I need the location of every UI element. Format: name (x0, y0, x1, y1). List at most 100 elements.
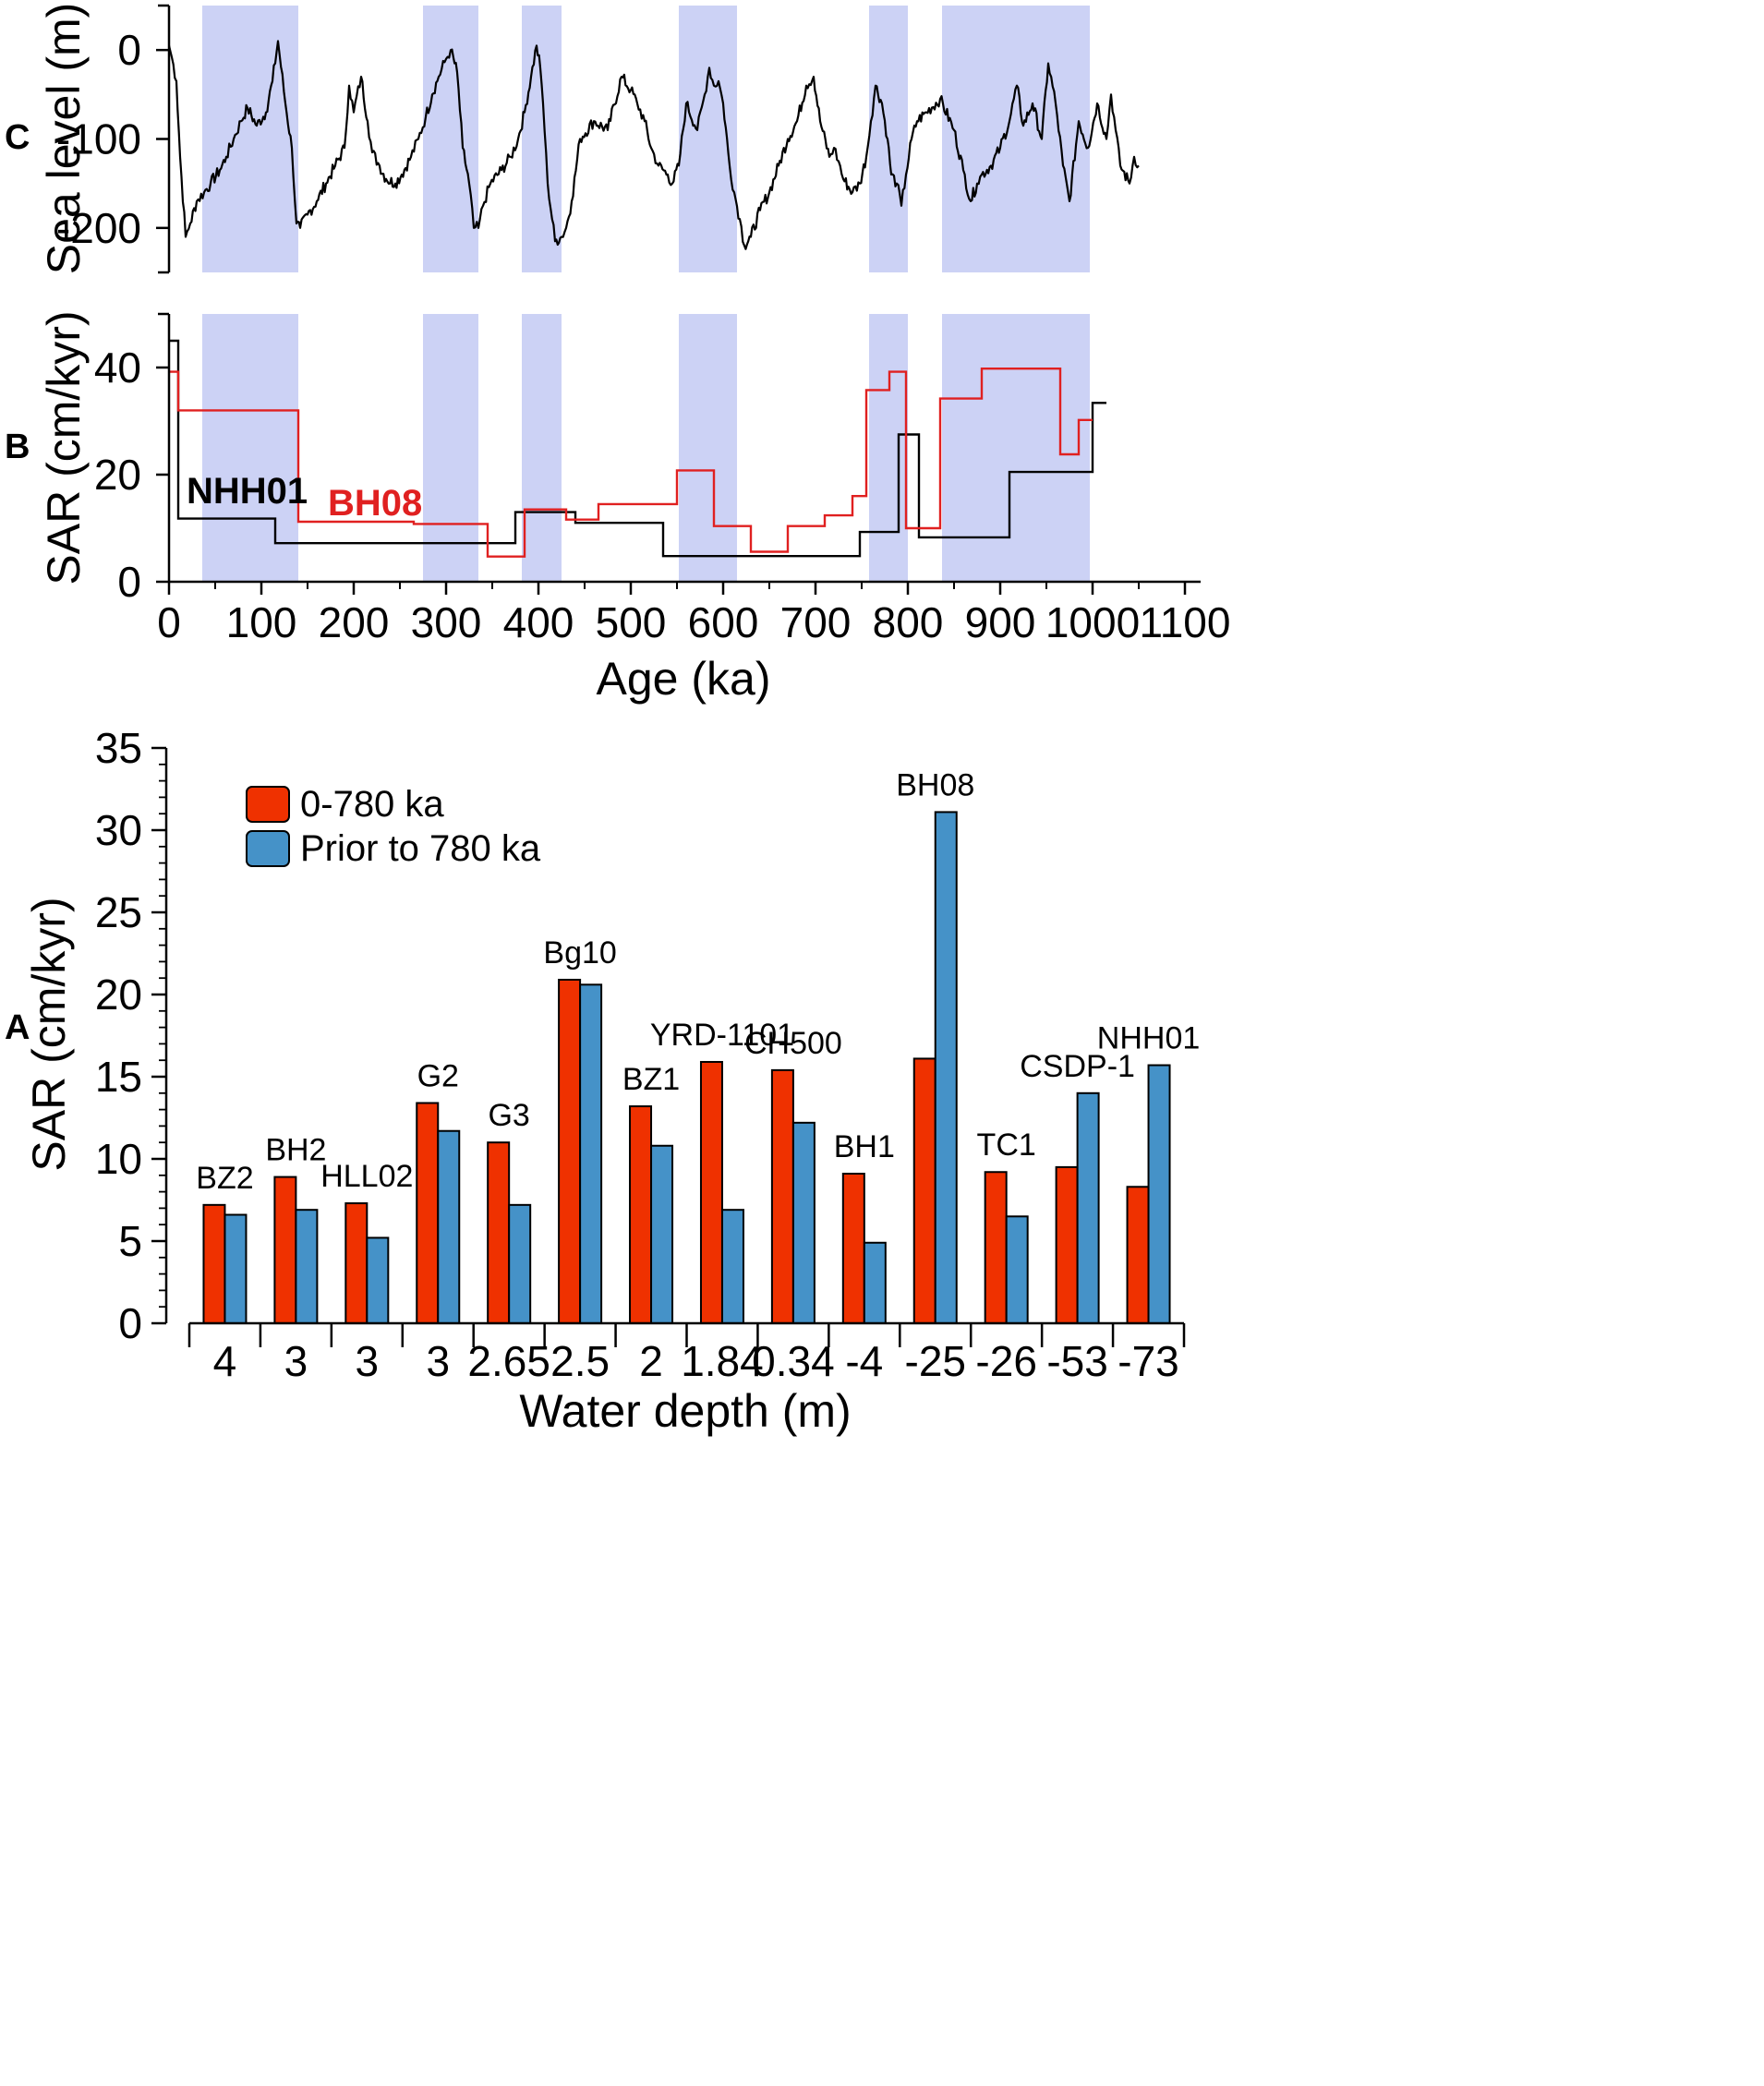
y-tick-label-a-0: 0 (118, 1299, 142, 1347)
bar-bh1-recent (841, 1173, 865, 1325)
bar-bz2-recent (202, 1203, 226, 1324)
y-tick-label-c-1: -100 (56, 115, 141, 163)
y-tick-label-c-2: -200 (56, 204, 141, 252)
site-label-2: HLL02 (320, 1159, 413, 1194)
x-tick-label-a-3: 3 (426, 1337, 450, 1385)
bar-bh2-prior (295, 1209, 319, 1325)
y-axis-title-b: SAR (cm/kyr) (38, 310, 90, 585)
x-tick-label-b-7: 700 (780, 598, 852, 646)
site-label-10: BH08 (896, 767, 974, 802)
y-tick-label-a-5: 25 (95, 888, 142, 936)
sar-step-line-bh08 (169, 368, 1093, 558)
y-tick-label-a-7: 35 (95, 724, 142, 772)
x-tick-label-a-5: 2.5 (550, 1337, 610, 1385)
bar-bh1-prior (863, 1241, 887, 1325)
bar-yrd-1101-recent (699, 1060, 723, 1324)
y-tick-label-b-0: 0 (117, 558, 141, 606)
shade-band-c-5 (942, 6, 1090, 272)
x-tick-label-a-9: -4 (845, 1337, 883, 1385)
site-label-9: BH1 (834, 1129, 895, 1164)
bar-bz2-prior (224, 1213, 248, 1325)
bar-hll02-recent (344, 1202, 369, 1325)
y-axis-title-c: Sea level (m) (38, 3, 90, 275)
site-label-7: YRD-1101 (650, 1018, 794, 1053)
x-axis-title-b: Age (ka) (597, 653, 771, 705)
bar-yrd-1101-prior (720, 1209, 744, 1325)
shade-band-c-1 (423, 6, 478, 272)
shade-band-b-1 (423, 314, 478, 582)
legend-label-1: Prior to 780 ka (300, 828, 541, 869)
y-axis-title-a: SAR (cm/kyr) (23, 897, 75, 1171)
y-tick-label-a-4: 20 (95, 971, 142, 1019)
bar-csdp-1-recent (1055, 1165, 1079, 1325)
x-tick-label-a-13: -73 (1118, 1337, 1178, 1385)
bar-g2-prior (437, 1129, 461, 1324)
bar-bz1-recent (629, 1105, 653, 1325)
legend-swatch-1 (246, 830, 290, 867)
legend-swatch-0 (246, 786, 290, 823)
panel-letter-a: A (5, 1008, 30, 1047)
bar-g3-prior (508, 1203, 532, 1324)
x-tick-label-a-1: 3 (284, 1337, 308, 1385)
legend-label-0: 0-780 ka (300, 784, 444, 825)
x-tick-label-a-4: 2.65 (467, 1337, 550, 1385)
x-tick-label-b-10: 1000 (1045, 598, 1140, 646)
y-tick-label-b-2: 40 (94, 344, 141, 392)
sar-step-line-nhh01 (169, 339, 1106, 558)
x-tick-label-b-8: 800 (873, 598, 944, 646)
shade-band-b-2 (522, 314, 562, 582)
bar-g2-recent (416, 1102, 440, 1324)
bar-bz1-prior (650, 1144, 674, 1325)
x-tick-label-b-1: 100 (226, 598, 297, 646)
shade-band-c-0 (202, 6, 298, 272)
shade-band-c-2 (522, 6, 562, 272)
panel-letter-c: C (5, 118, 30, 157)
y-tick-label-a-1: 5 (118, 1217, 142, 1265)
bar-ch500-recent (770, 1068, 794, 1324)
x-tick-label-b-0: 0 (157, 598, 181, 646)
y-tick-label-b-1: 20 (94, 451, 141, 499)
shade-band-b-4 (869, 314, 908, 582)
series-label-nhh01: NHH01 (187, 471, 308, 512)
x-tick-label-a-0: 4 (213, 1337, 237, 1385)
x-tick-label-b-2: 200 (319, 598, 390, 646)
bar-nhh01-recent (1126, 1186, 1150, 1325)
x-tick-label-a-7: 1.84 (681, 1337, 764, 1385)
y-tick-label-a-2: 10 (95, 1135, 142, 1183)
y-tick-label-a-3: 15 (95, 1053, 142, 1101)
site-label-6: BZ1 (622, 1062, 680, 1097)
bar-tc1-prior (1005, 1215, 1029, 1325)
panel-letter-b: B (5, 428, 30, 466)
x-tick-label-a-10: -25 (905, 1337, 966, 1385)
site-label-12: CSDP-1 (1020, 1049, 1135, 1084)
bar-ch500-prior (791, 1121, 816, 1324)
shade-band-b-3 (679, 314, 737, 582)
x-tick-label-b-5: 500 (596, 598, 667, 646)
bar-bh08-recent (912, 1057, 936, 1325)
x-tick-label-b-6: 600 (688, 598, 759, 646)
series-label-bh08: BH08 (328, 483, 422, 524)
x-tick-label-a-2: 3 (356, 1337, 380, 1385)
shade-band-b-0 (202, 314, 298, 582)
site-label-11: TC1 (977, 1127, 1036, 1163)
site-label-4: G3 (488, 1098, 529, 1133)
site-label-0: BZ2 (196, 1161, 253, 1196)
x-tick-label-b-11: 1100 (1140, 598, 1231, 646)
site-label-1: BH2 (265, 1133, 326, 1168)
bar-nhh01-prior (1147, 1064, 1171, 1325)
y-tick-label-c-0: 0 (117, 26, 141, 74)
site-label-8: CH500 (744, 1026, 842, 1061)
x-tick-label-a-6: 2 (639, 1337, 663, 1385)
bar-bh08-prior (934, 811, 958, 1324)
bar-csdp-1-prior (1076, 1091, 1100, 1325)
x-tick-label-a-11: -26 (975, 1337, 1036, 1385)
bar-bh2-recent (273, 1176, 297, 1324)
shade-band-b-5 (942, 314, 1090, 582)
shade-band-c-3 (679, 6, 737, 272)
bar-hll02-prior (366, 1236, 390, 1324)
x-tick-label-b-3: 300 (411, 598, 482, 646)
site-label-13: NHH01 (1097, 1021, 1200, 1056)
